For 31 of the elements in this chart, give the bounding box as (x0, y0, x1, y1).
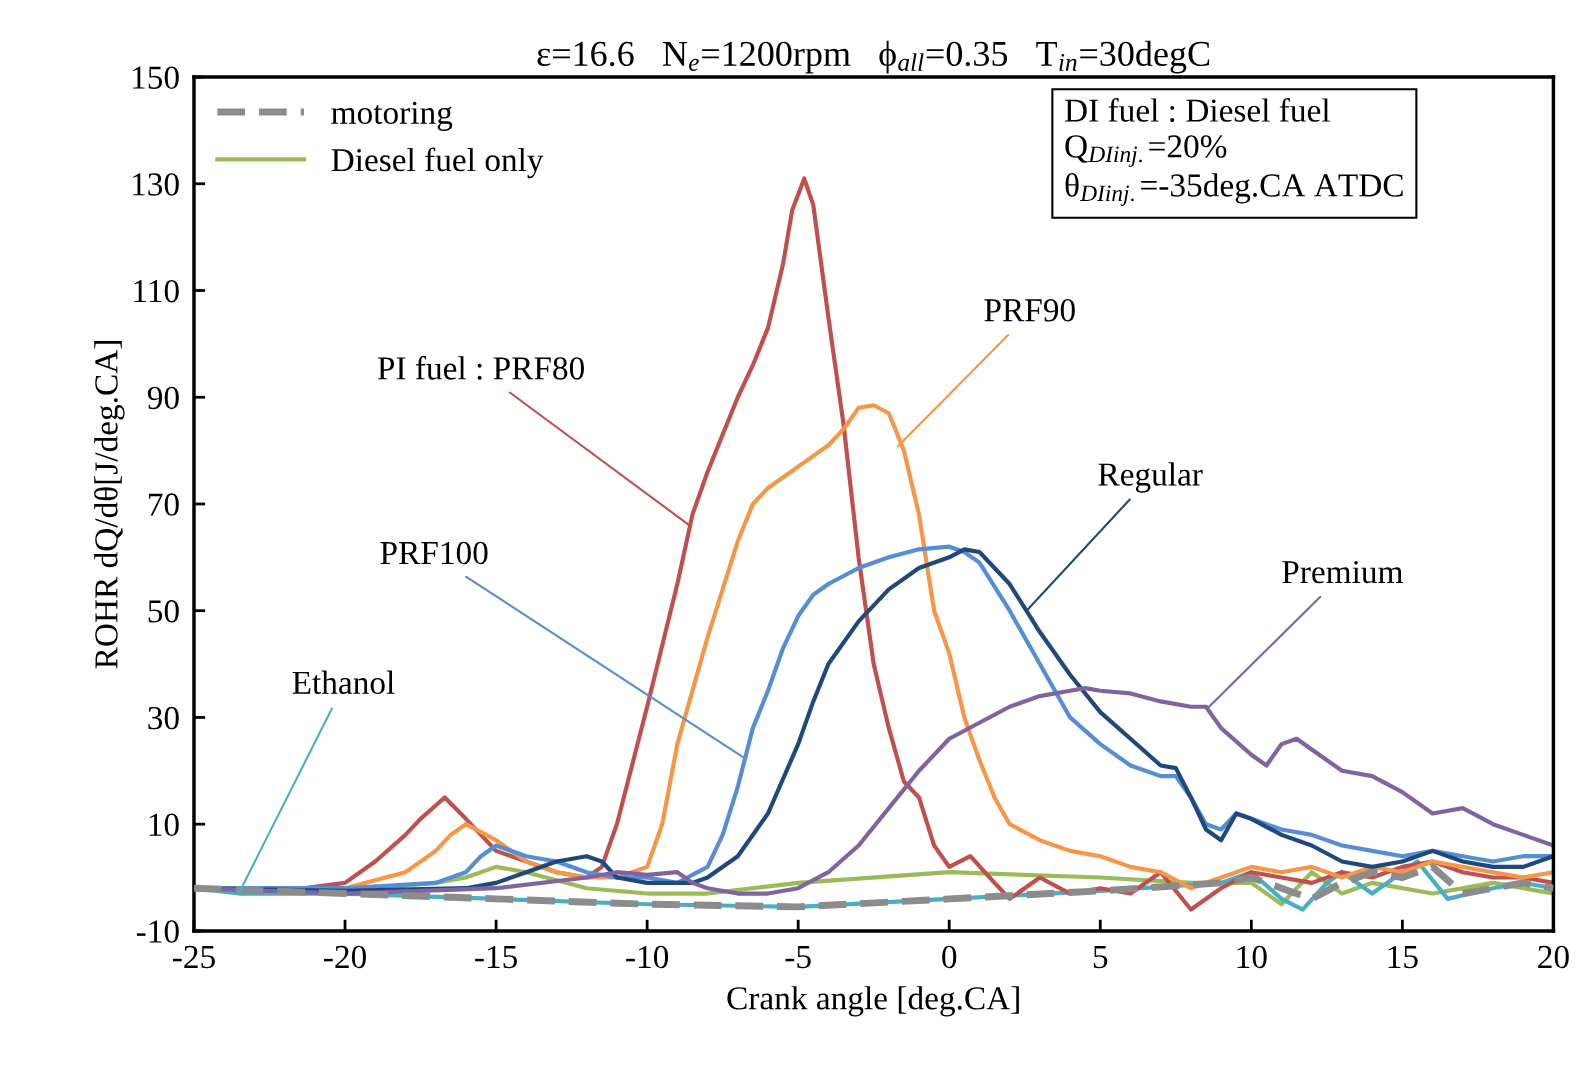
x-tick-label: 10 (1237, 945, 1267, 969)
y-tick-label: 110 (134, 279, 179, 303)
x-tick-label: 0 (942, 945, 957, 969)
y-tick-label: 130 (133, 173, 179, 196)
y-tick-label: 150 (133, 66, 179, 89)
text: DI fuel : Diesel fuel Q$_{DIinj.}$=20% θ$_{DIinj.}$=-35deg.CA ATDC (1064, 98, 1403, 206)
y-tick-label: 30 (148, 706, 179, 730)
annotation: PI fuel : PRF80 (377, 355, 585, 380)
y-axis-title: ROHR dQ/dθ[J/deg.CA] (94, 341, 125, 669)
x-tick-label: -10 (626, 945, 669, 969)
annotation: PRF100 (380, 541, 488, 565)
annotation: Regular (1098, 462, 1203, 493)
annotation: Premium (1282, 560, 1403, 584)
chart-title: ε=16.6 N$_{e}$=1200rpm ϕ$_{all}$=0.35 T$_{in}$=30degC (537, 40, 1210, 74)
y-tick-label: 90 (147, 386, 179, 410)
x-tick-label: -5 (785, 946, 811, 969)
legend-label: Diesel fuel only (331, 147, 544, 179)
x-tick-label: -25 (173, 945, 215, 969)
x-tick-label: 15 (1388, 945, 1418, 969)
y-tick-label: 10 (149, 813, 179, 837)
x-tick-label: -15 (475, 945, 517, 969)
x-tick-label: 5 (1093, 946, 1108, 969)
annotation: PRF90 (984, 299, 1075, 322)
x-axis-title: Crank angle [deg.CA] (727, 986, 1019, 1017)
y-tick-label: 70 (148, 493, 179, 516)
x-tick-label: -20 (324, 945, 366, 969)
x-tick-label: 20 (1538, 945, 1569, 969)
annotation: Ethanol (292, 670, 395, 695)
legend-label: motoring (331, 101, 453, 131)
y-tick-label: 50 (148, 600, 179, 623)
y-tick-label: -10 (136, 920, 179, 943)
